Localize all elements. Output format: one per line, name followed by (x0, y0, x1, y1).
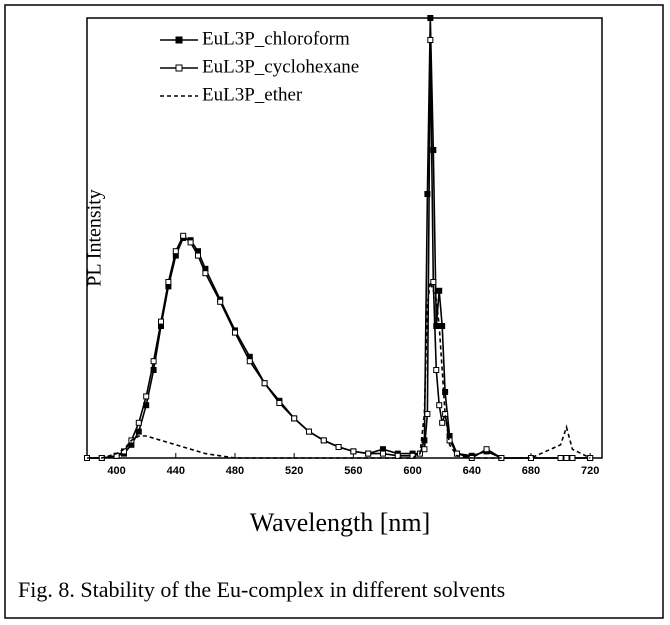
series-line (87, 39, 591, 459)
point-marker (439, 323, 446, 329)
point-marker (217, 298, 224, 305)
point-marker (446, 437, 453, 444)
point-marker (424, 411, 431, 417)
point-marker (135, 419, 142, 426)
point-marker (320, 437, 327, 444)
point-marker (172, 248, 179, 255)
point-marker (202, 270, 209, 277)
x-tick-label: 440 (167, 465, 185, 477)
series-line (87, 17, 591, 459)
point-marker (335, 444, 342, 450)
figure-border (4, 4, 664, 619)
x-tick-label: 600 (403, 465, 421, 477)
point-marker (143, 393, 150, 400)
point-marker (427, 37, 434, 43)
series-line (87, 281, 591, 459)
point-marker (563, 455, 570, 461)
point-marker (135, 428, 142, 435)
point-marker (150, 358, 157, 365)
point-marker (427, 15, 434, 21)
x-tick-label: 400 (107, 465, 125, 477)
point-marker (394, 452, 401, 459)
point-marker (442, 389, 449, 395)
x-tick-label: 720 (581, 465, 599, 477)
point-marker (379, 450, 386, 457)
legend-label: EuL3P_chloroform (202, 28, 350, 49)
point-marker (430, 279, 437, 285)
point-marker (157, 318, 164, 325)
point-marker (557, 455, 564, 461)
legend-label: EuL3P_ether (202, 84, 303, 105)
legend-label: EuL3P_cyclohexane (202, 56, 359, 77)
point-marker (436, 402, 443, 409)
point-marker (231, 329, 238, 336)
point-marker (194, 252, 201, 259)
legend-marker (175, 36, 183, 44)
point-marker (350, 448, 357, 455)
point-marker (430, 147, 437, 153)
point-marker (439, 419, 446, 426)
point-marker (246, 358, 253, 365)
caption: Fig. 8. Stability of the Eu-complex in d… (18, 577, 505, 602)
point-marker (187, 239, 194, 246)
x-tick-label: 520 (285, 465, 303, 477)
point-marker (569, 455, 576, 461)
point-marker (483, 446, 490, 453)
legend-marker (175, 64, 183, 72)
point-marker (436, 287, 443, 294)
x-tick-label: 560 (344, 465, 362, 477)
point-marker (365, 450, 372, 457)
point-marker (433, 367, 440, 373)
plot-frame (86, 17, 603, 459)
y-axis-label: PL Intensity (84, 189, 106, 287)
point-marker (165, 279, 172, 285)
point-marker (261, 380, 268, 387)
x-tick-label: 680 (522, 465, 540, 477)
x-tick-label: 640 (463, 465, 481, 477)
point-marker (305, 428, 312, 435)
point-marker (276, 400, 283, 406)
point-marker (421, 446, 428, 453)
point-marker (291, 415, 298, 422)
x-axis-label: Wavelength [nm] (250, 508, 431, 537)
x-tick-label: 480 (226, 465, 244, 477)
point-marker (180, 232, 187, 239)
